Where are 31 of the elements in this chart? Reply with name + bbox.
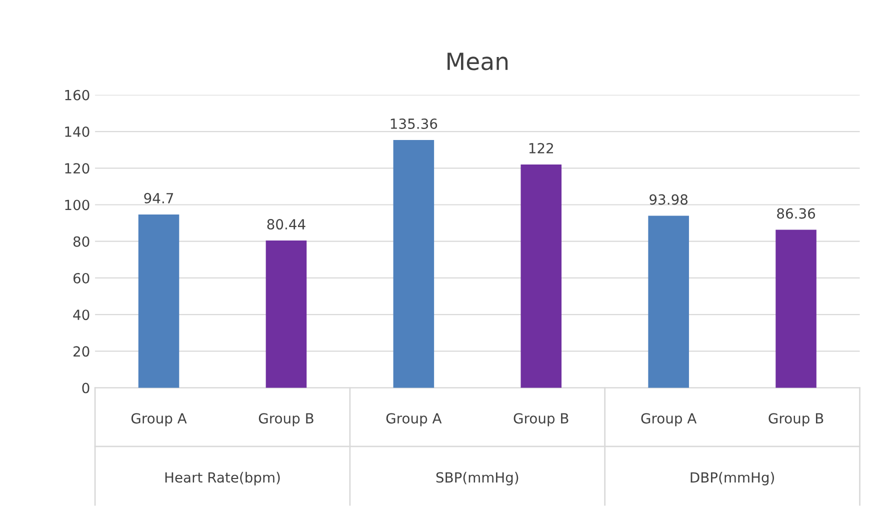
bar xyxy=(520,164,562,388)
y-tick-label: 80 xyxy=(73,236,90,247)
y-tick-label: 100 xyxy=(65,200,90,210)
data-label: 93.98 xyxy=(650,194,688,205)
data-label: 94.7 xyxy=(144,192,174,204)
y-tick-label: 160 xyxy=(65,90,90,100)
data-label: 80.44 xyxy=(267,219,306,230)
text: SBP(mmHg) xyxy=(436,472,518,486)
chart-title: Mean xyxy=(448,52,508,70)
data-label: 86.36 xyxy=(777,208,816,219)
bar xyxy=(648,216,689,388)
text: DBP(mmHg) xyxy=(690,472,774,486)
x-tick-label: Group B xyxy=(258,413,314,426)
x-tick-label: Group B xyxy=(514,413,568,426)
y-tick-label: 60 xyxy=(73,272,90,284)
bar xyxy=(138,214,180,388)
x-tick-label: Group A xyxy=(386,413,442,426)
bar xyxy=(393,140,434,388)
data-label: 122 xyxy=(529,142,553,154)
x-tick-label: Group B xyxy=(768,413,824,426)
x-tick-label: Group A xyxy=(641,413,697,426)
text: Heart Rate(bpm) xyxy=(165,472,280,486)
x-tick-label: Group A xyxy=(131,413,187,426)
y-tick-label: 0 xyxy=(82,382,90,394)
y-tick-label: 140 xyxy=(65,126,90,137)
bar xyxy=(266,240,307,388)
y-tick-label: 20 xyxy=(74,346,90,357)
bar xyxy=(776,230,816,388)
y-tick-label: 120 xyxy=(65,163,90,174)
data-label: 135.36 xyxy=(390,118,438,129)
y-tick-label: 40 xyxy=(73,310,90,320)
